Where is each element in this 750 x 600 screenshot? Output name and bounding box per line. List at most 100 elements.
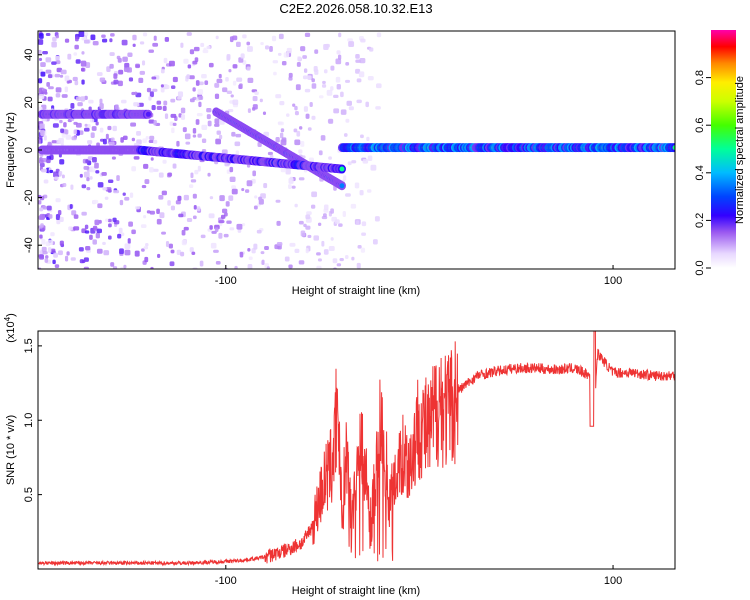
spectrogram-noise-cell xyxy=(365,101,369,108)
spectrogram-noise-cell xyxy=(298,220,304,225)
spectrogram-noise-cell xyxy=(145,135,149,140)
spectrogram-noise-cell xyxy=(351,160,357,164)
spectrogram-noise-cell xyxy=(209,225,213,230)
spectrogram-noise-cell xyxy=(304,32,311,37)
spectrogram-noise-cell xyxy=(38,159,44,164)
spectrogram-noise-cell xyxy=(73,52,78,56)
spectrogram-noise-cell xyxy=(130,122,137,127)
spectrogram-noise-cell xyxy=(214,118,221,124)
colorbar-gradient xyxy=(711,30,736,268)
spectrogram-noise-cell xyxy=(89,176,93,180)
spectrogram-noise-cell xyxy=(295,84,301,91)
spectrogram-noise-cell xyxy=(73,129,78,135)
spectrogram-noise-cell xyxy=(351,256,355,261)
spectrogram-noise-cell xyxy=(116,55,121,60)
spectrogram-noise-cell xyxy=(208,62,214,68)
spectrogram-noise-cell xyxy=(310,204,316,209)
spectrogram-noise-cell xyxy=(216,78,223,84)
spectrogram-noise-cell xyxy=(266,266,270,269)
spectrogram-noise-cell xyxy=(95,232,100,239)
spectrogram-noise-cell xyxy=(162,105,167,111)
spectrogram-noise-cell xyxy=(94,162,99,169)
spectrogram-noise-cell xyxy=(193,46,200,52)
spectrogram-noise-cell xyxy=(55,60,61,65)
spectrogram-noise-cell xyxy=(198,81,204,86)
spectrogram-noise-cell xyxy=(307,234,312,239)
spectrogram-noise-cell xyxy=(117,80,123,87)
spectrogram-noise-cell xyxy=(59,216,64,223)
snr-ylabel: SNR (10 * v/v) xyxy=(5,415,17,485)
spectrogram-noise-cell xyxy=(80,60,87,67)
spectrogram-noise-cell xyxy=(298,149,303,154)
spectrogram-noise-cell xyxy=(138,77,144,83)
spectrogram-noise-cell xyxy=(95,170,100,174)
spectrogram-noise-cell xyxy=(338,223,343,227)
spectrogram-noise-cell xyxy=(261,259,265,266)
spectrogram-noise-cell xyxy=(52,259,56,265)
spectrogram-noise-cell xyxy=(374,216,380,222)
spectrogram-noise-cell xyxy=(39,213,45,220)
spectrogram-noise-cell xyxy=(74,44,79,50)
spectrogram-noise-cell xyxy=(50,232,55,237)
spectrogram-noise-cell xyxy=(190,172,194,179)
spectrogram-noise-cell xyxy=(99,103,104,110)
snr-y-ticks: 0.5 1.0 1.5 xyxy=(23,338,42,502)
spectrogram-noise-cell xyxy=(184,133,191,140)
spectrogram-noise-cell xyxy=(355,54,360,59)
spectrogram-noise-cell xyxy=(360,247,366,253)
spectrogram-noise-cell xyxy=(254,91,259,95)
spectrogram-noise-cell xyxy=(336,50,341,55)
spectrogram-noise-cell xyxy=(102,241,106,246)
spectrogram-noise-cell xyxy=(239,83,243,90)
spectrogram-noise-cell xyxy=(263,131,270,136)
spectrogram-noise-cell xyxy=(288,184,292,190)
spectrogram-noise-cell xyxy=(297,56,302,62)
spectrogram-noise-cell xyxy=(153,139,158,144)
spectrogram-noise-cell xyxy=(141,60,146,66)
spectrogram-noise-cell xyxy=(214,227,219,232)
spectrogram-noise-cell xyxy=(64,75,70,82)
spectrogram-noise-cell xyxy=(117,233,122,239)
spectrogram-noise-cell xyxy=(170,249,175,254)
spectrogram-noise-cell xyxy=(247,108,251,114)
spectrogram-noise-cell xyxy=(219,195,225,202)
spectrogram-noise-cell xyxy=(343,175,347,181)
spectrogram-noise-cell xyxy=(149,167,154,173)
spectrogram-noise-cell xyxy=(367,189,372,193)
spectrogram-noise-cell xyxy=(314,69,319,75)
spectrogram-noise-cell xyxy=(313,235,320,241)
spectrogram-noise-cell xyxy=(186,32,192,36)
spectrogram-noise-cell xyxy=(302,55,307,59)
spectrogram-noise-cell xyxy=(201,73,207,79)
spectrogram-noise-cell xyxy=(150,266,154,269)
spectrogram-noise-cell xyxy=(252,170,256,177)
spectrogram-noise-cell xyxy=(78,31,85,38)
spectrogram-noise-cell xyxy=(359,58,366,64)
spectrogram-noise-cell xyxy=(335,76,341,83)
spectrogram-noise-cell xyxy=(330,65,335,71)
spectrogram-noise-cell xyxy=(348,106,354,111)
spectrogram-noise-cell xyxy=(203,47,207,53)
spectrogram-noise-cell xyxy=(189,184,194,189)
spectrogram-noise-cell xyxy=(107,179,114,184)
spectrogram-noise-cell xyxy=(236,41,241,48)
spectrogram-noise-cell xyxy=(144,256,149,263)
spectrogram-noise-cell xyxy=(242,34,247,39)
spectrogram-noise-cell xyxy=(118,227,123,233)
spectrogram-noise-cell xyxy=(305,225,311,230)
spectrogram-noise-cell xyxy=(311,78,315,83)
spectrogram-noise-cell xyxy=(294,110,299,116)
spectrogram-noise-cell xyxy=(52,123,59,128)
spectrogram-noise-cell xyxy=(124,196,130,201)
spectrogram-noise-cell xyxy=(38,78,43,84)
spectrogram-noise-cell xyxy=(102,138,107,145)
spectrogram-noise-cell xyxy=(356,78,362,83)
spectrogram-noise-cell xyxy=(307,127,312,131)
spectrogram-noise-cell xyxy=(146,210,151,214)
spectrogram-noise-cell xyxy=(141,248,145,252)
spectrogram-noise-cell xyxy=(206,107,212,113)
spectrogram-noise-cell xyxy=(257,141,262,147)
spectrogram-noise-cell xyxy=(197,165,201,172)
spectrogram-noise-cell xyxy=(127,52,133,58)
spectrogram-noise-cell xyxy=(39,254,45,260)
